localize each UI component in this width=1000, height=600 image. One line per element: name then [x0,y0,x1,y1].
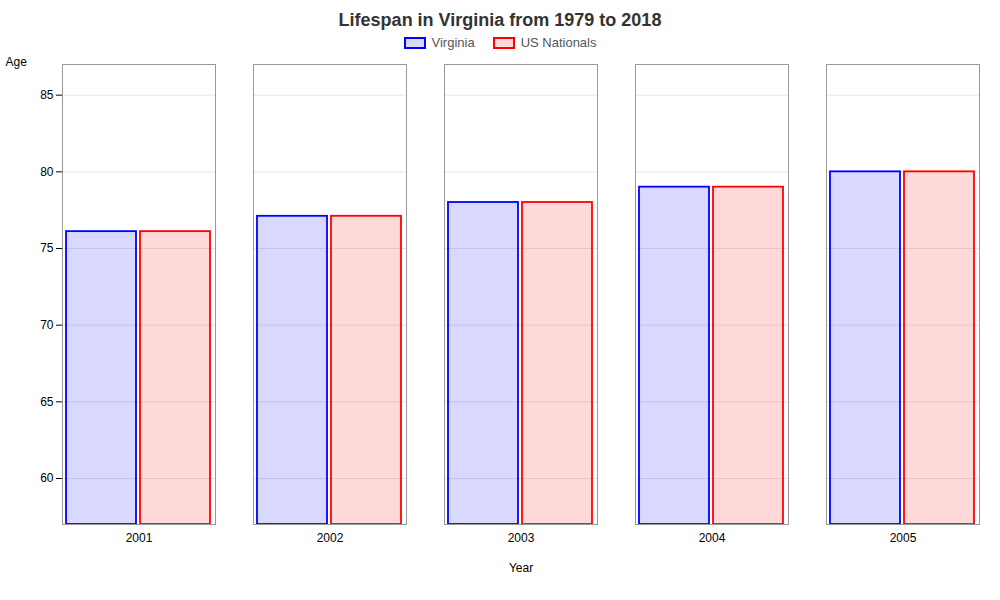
svg-text:2003: 2003 [508,531,535,545]
svg-text:Year: Year [509,561,533,575]
svg-text:60: 60 [40,471,54,485]
html-text:Lifespan in Virginia from 1979: Lifespan in Virginia from 1979 to 2018 [338,10,662,30]
svg-text:65: 65 [40,395,54,409]
svg-text:2001: 2001 [126,531,153,545]
svg-text:Age: Age [6,55,28,69]
svg-text:2004: 2004 [699,531,726,545]
svg-text:2002: 2002 [317,531,344,545]
svg-text:70: 70 [40,318,54,332]
svg-text:75: 75 [40,241,54,255]
html-text:US Nationals: US Nationals [520,35,597,50]
svg-text:85: 85 [40,88,54,102]
svg-text:80: 80 [40,165,54,179]
svg-text:2005: 2005 [890,531,917,545]
html-text:Virginia: Virginia [431,35,475,50]
